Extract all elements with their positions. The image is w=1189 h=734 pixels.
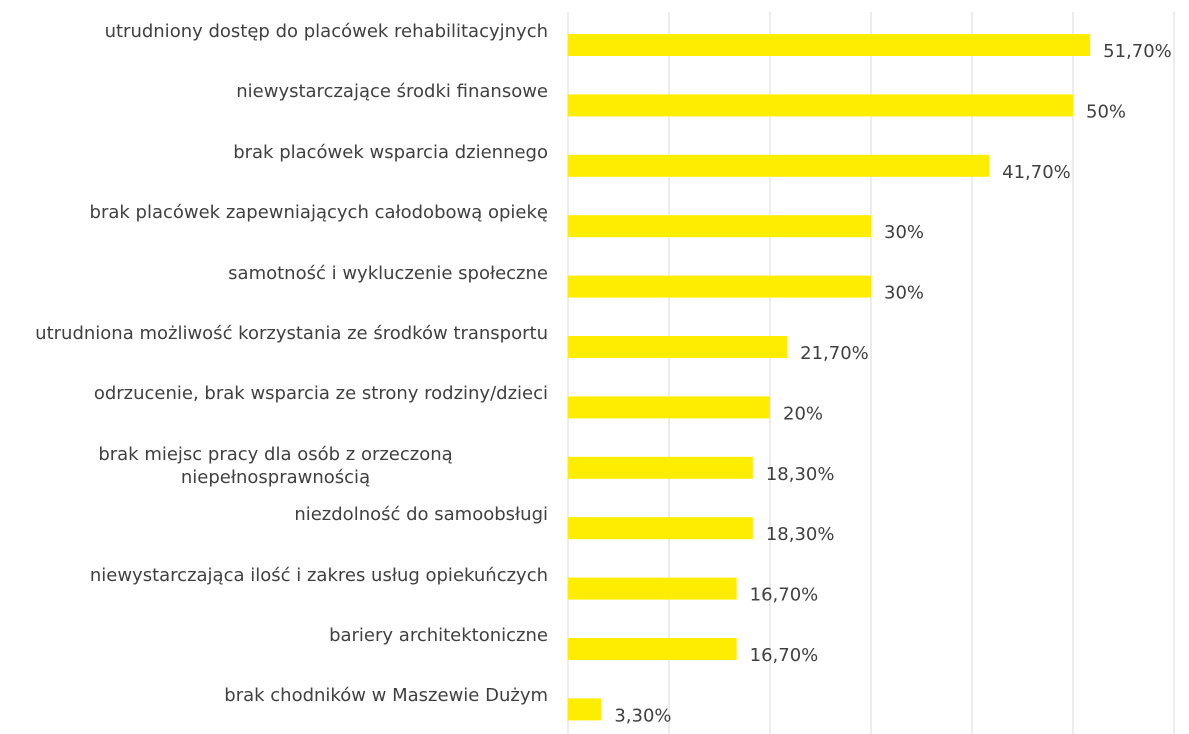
bar — [568, 456, 753, 479]
category-label: niewystarczająca ilość i zakres usług op… — [0, 564, 548, 587]
category-label: brak miejsc pracy dla osób z orzeczoną n… — [0, 443, 548, 489]
category-label: samotność i wykluczenie społeczne — [0, 262, 548, 285]
bar — [568, 396, 770, 419]
category-text: brak placówek wsparcia dziennego — [233, 141, 548, 163]
category-label: brak placówek zapewniających całodobową … — [0, 201, 548, 224]
category-text: niewystarczająca ilość i zakres usług op… — [89, 564, 548, 586]
category-text: brak miejsc pracy dla osób z orzeczoną n… — [98, 443, 453, 488]
value-label: 16,70% — [750, 585, 819, 606]
category-label: niezdolność do samoobsługi — [0, 503, 548, 526]
category-label: bariery architektoniczne — [0, 624, 548, 647]
bar — [568, 34, 1091, 56]
value-label: 30% — [884, 222, 924, 243]
value-label: 41,70% — [1002, 162, 1071, 183]
value-label: 18,30% — [766, 524, 835, 545]
value-label: 3,30% — [614, 705, 671, 726]
category-text: utrudniony dostęp do placówek rehabilita… — [104, 21, 548, 42]
category-label: odrzucenie, brak wsparcia ze strony rodz… — [0, 382, 548, 405]
category-label: brak chodników w Maszewie Dużym — [0, 684, 548, 707]
category-text: odrzucenie, brak wsparcia ze strony rodz… — [93, 383, 548, 405]
category-label: utrudniona możliwość korzystania ze środ… — [0, 322, 548, 345]
category-label: utrudniony dostęp do placówek rehabilita… — [0, 20, 548, 43]
category-text: niezdolność do samoobsługi — [294, 504, 548, 526]
category-label: brak placówek wsparcia dziennego — [0, 141, 548, 164]
bar — [568, 336, 788, 358]
value-label: 30% — [884, 283, 924, 304]
bar — [568, 638, 737, 660]
value-label: 18,30% — [766, 464, 835, 485]
category-text: bariery architektoniczne — [329, 625, 548, 646]
value-label: 51,70% — [1103, 41, 1172, 62]
category-label: niewystarczające środki finansowe — [0, 80, 548, 103]
bar — [568, 577, 737, 600]
category-text: utrudniona możliwość korzystania ze środ… — [35, 323, 548, 344]
bar — [568, 154, 990, 177]
category-text: samotność i wykluczenie społeczne — [228, 262, 548, 284]
bar — [568, 94, 1073, 117]
category-text: brak chodników w Maszewie Dużym — [224, 685, 548, 707]
bar — [568, 215, 871, 238]
category-text: niewystarczające środki finansowe — [236, 81, 548, 103]
value-label: 21,70% — [800, 343, 869, 364]
bar — [568, 698, 602, 721]
bar — [568, 517, 753, 540]
value-label: 16,70% — [750, 645, 819, 666]
value-label: 20% — [783, 403, 823, 424]
bar — [568, 275, 871, 298]
value-label: 50% — [1086, 101, 1126, 122]
category-text: brak placówek zapewniających całodobową … — [89, 202, 548, 224]
